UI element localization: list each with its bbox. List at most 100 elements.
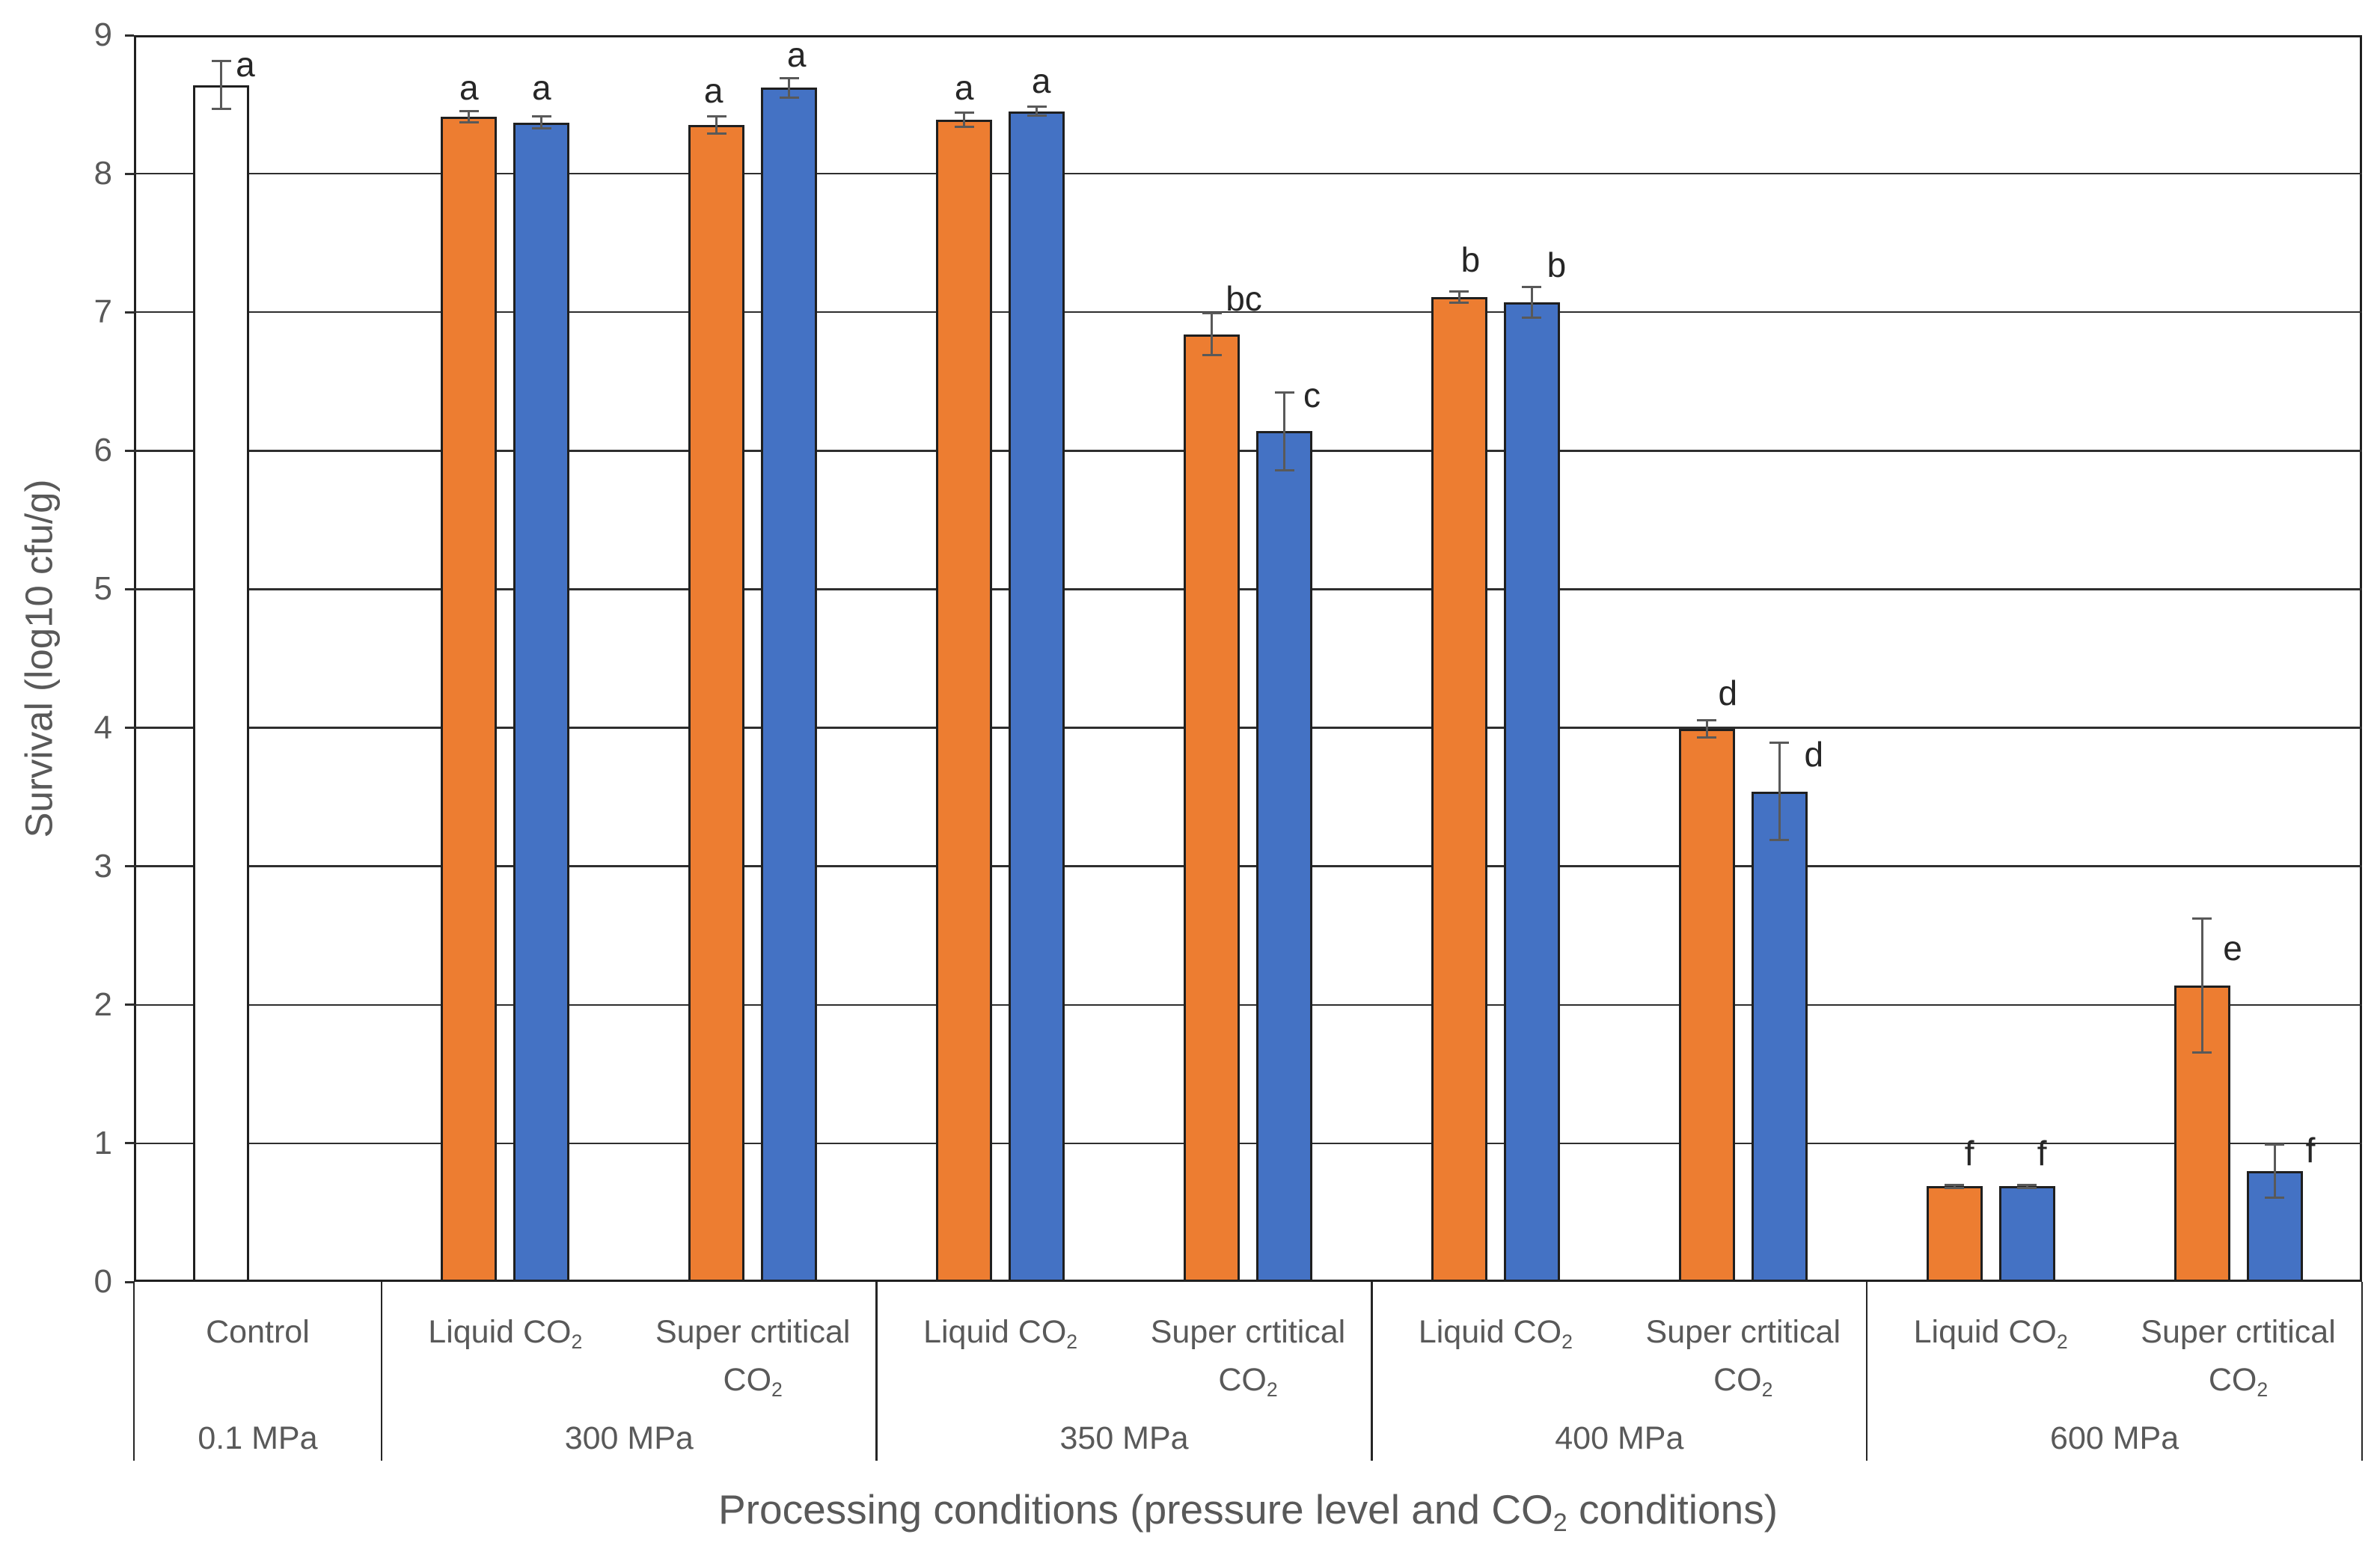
error-bar-cap-bottom (1769, 839, 1790, 842)
error-bar (1778, 742, 1781, 842)
error-bar-cap-top (211, 60, 231, 63)
error-bar (1283, 391, 1285, 472)
plot-area: a a a a a a a bc c b b d d f f e f (134, 35, 2362, 1282)
error-bar-cap-bottom (1449, 302, 1469, 305)
error-bar-cap-bottom (1697, 736, 1717, 739)
sig-letter: e (2223, 928, 2242, 968)
error-bar (2273, 1143, 2276, 1199)
y-tick-label: 3 (94, 847, 112, 885)
bar-0.1MPa-0-0 (193, 85, 250, 1282)
bar-350MPa-0-0 (936, 119, 993, 1282)
sig-letter: f (2305, 1131, 2316, 1170)
y-axis-title: Survival (log10 cfu/g) (17, 479, 61, 838)
error-bar-cap-top (531, 115, 551, 118)
plot-border-right (2360, 35, 2362, 1282)
gridline (134, 311, 2362, 314)
pressure-label: 400 MPa (1555, 1420, 1684, 1456)
gridline (134, 450, 2362, 452)
error-bar-cap-top (1027, 106, 1047, 109)
error-bar (1211, 312, 1213, 357)
condition-label: Liquid CO2 (923, 1314, 1078, 1353)
error-bar-cap-top (706, 115, 726, 118)
error-bar-cap-bottom (706, 132, 726, 135)
sig-letter: a (532, 68, 551, 108)
sig-letter: c (1303, 376, 1321, 415)
error-bar-cap-bottom (779, 97, 799, 100)
bar-300MPa-0-0 (441, 117, 498, 1282)
error-bar (1530, 286, 1533, 320)
condition-label: Super crtitical CO2 (2141, 1314, 2336, 1401)
pressure-label: 350 MPa (1059, 1420, 1189, 1456)
y-tick-mark (125, 865, 134, 868)
error-bar-cap-top (954, 111, 974, 114)
error-bar-cap-top (1945, 1183, 1965, 1186)
error-bar-cap-bottom (211, 107, 231, 110)
condition-label: Super crtitical CO2 (655, 1314, 851, 1401)
y-tick-label: 9 (94, 16, 112, 53)
sig-letter: a (1031, 61, 1051, 101)
bar-400MPa-1-0 (1678, 729, 1735, 1282)
group-divider (1371, 1282, 1373, 1461)
y-tick-label: 6 (94, 432, 112, 469)
y-tick-mark (125, 311, 134, 314)
error-bar-cap-bottom (2192, 1051, 2212, 1054)
pressure-label: 0.1 MPa (198, 1420, 318, 1456)
bar-350MPa-1-0 (1184, 334, 1240, 1282)
sig-letter: a (954, 68, 974, 108)
group-divider (1865, 1282, 1868, 1461)
condition-label: Control (206, 1314, 310, 1350)
y-tick-mark (125, 449, 134, 452)
sig-letter: bc (1226, 278, 1262, 318)
bar-400MPa-0-0 (1431, 296, 1487, 1282)
error-bar-cap-top (1769, 742, 1790, 745)
y-tick-label: 2 (94, 986, 112, 1023)
y-tick-label: 0 (94, 1263, 112, 1300)
bar-300MPa-1-1 (761, 88, 818, 1282)
condition-label: Super crtitical CO2 (1645, 1314, 1841, 1401)
sig-letter: f (1964, 1133, 1974, 1173)
error-bar-cap-top (1522, 286, 1542, 289)
error-bar-cap-bottom (1522, 317, 1542, 320)
bar-350MPa-1-1 (1256, 431, 1312, 1282)
error-bar-cap-bottom (1274, 469, 1294, 472)
error-bar (468, 109, 471, 124)
error-bar-cap-top (1697, 719, 1717, 722)
sig-letter: a (703, 71, 724, 111)
bar-600MPa-0-0 (1926, 1186, 1983, 1282)
y-tick-mark (125, 1142, 134, 1145)
error-bar-cap-bottom (1027, 114, 1047, 117)
bar-400MPa-1-1 (1751, 791, 1808, 1282)
bar-300MPa-0-1 (513, 122, 570, 1282)
error-bar (2025, 1183, 2028, 1189)
error-bar-cap-bottom (2265, 1196, 2285, 1199)
error-bar-cap-top (1274, 391, 1294, 394)
error-bar-cap-bottom (2017, 1186, 2037, 1189)
bar-400MPa-0-1 (1503, 302, 1560, 1282)
condition-label: Super crtitical CO2 (1150, 1314, 1346, 1401)
error-bar (1035, 106, 1038, 117)
error-bar-cap-bottom (1202, 354, 1222, 357)
y-axis-line (134, 35, 136, 1282)
error-bar (220, 60, 223, 110)
gridline (134, 588, 2362, 590)
gridline (134, 727, 2362, 729)
y-tick-mark (125, 172, 134, 175)
error-bar-cap-top (459, 109, 479, 112)
error-bar-cap-bottom (531, 126, 551, 129)
gridline (134, 1003, 2362, 1006)
error-bar-cap-top (2017, 1183, 2037, 1186)
error-bar-cap-bottom (954, 126, 974, 129)
plot-border-top (134, 35, 2362, 37)
y-tick-label: 4 (94, 709, 112, 746)
y-tick-label: 7 (94, 293, 112, 331)
bar-600MPa-0-1 (1998, 1186, 2055, 1282)
group-divider (132, 1282, 135, 1461)
gridline (134, 865, 2362, 867)
error-bar-cap-top (2192, 917, 2212, 920)
gridline (134, 1142, 2362, 1145)
sig-letter: f (2037, 1133, 2047, 1173)
error-bar-cap-top (779, 76, 799, 79)
sig-letter: d (1804, 734, 1824, 774)
condition-label: Liquid CO2 (1418, 1314, 1573, 1353)
